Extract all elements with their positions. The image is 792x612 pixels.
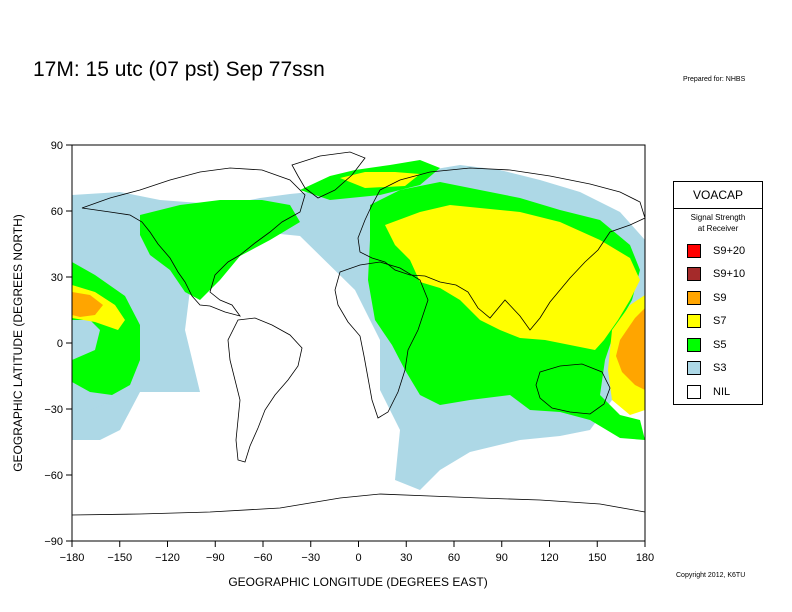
map-title: 17M: 15 utc (07 pst) Sep 77ssn — [33, 58, 325, 81]
europe-asia-outline — [357, 167, 646, 331]
x-tick-label: 30 — [400, 552, 412, 564]
africa-outline — [334, 261, 429, 419]
legend-item: S9+10 — [674, 263, 762, 287]
legend-swatch — [687, 384, 701, 399]
south-america-outline — [227, 317, 303, 463]
y-tick-label: 0 — [57, 338, 63, 350]
legend-item: NIL — [674, 380, 762, 404]
y-axis-ticks: 90 60 30 0 −30 −60 −90 — [44, 140, 72, 548]
antarctica-outline — [71, 493, 646, 516]
legend-label: S9 — [713, 291, 727, 304]
coverage-s7-arctic — [340, 172, 420, 188]
legend-item: S5 — [674, 333, 762, 357]
coverage-s7-asia — [385, 205, 640, 350]
x-tick-label: 120 — [540, 552, 558, 564]
legend-items: S9+20 S9+10 S9 S7 S5 S3 NIL — [674, 239, 762, 404]
x-tick-label: −120 — [155, 552, 180, 564]
x-tick-label: −180 — [60, 552, 85, 564]
coverage-s9-pacific-west — [72, 292, 103, 317]
y-tick-label: −90 — [44, 536, 63, 548]
x-tick-label: −150 — [107, 552, 132, 564]
y-tick-label: 60 — [51, 206, 63, 218]
legend-item: S3 — [674, 357, 762, 381]
y-axis-title: GEOGRAPHIC LATITUDE (DEGREES NORTH) — [11, 214, 25, 472]
x-tick-label: −30 — [301, 552, 320, 564]
land-outlines — [71, 151, 646, 516]
legend-label: S9+20 — [713, 244, 746, 257]
x-tick-label: −90 — [206, 552, 225, 564]
australia-outline — [535, 363, 611, 415]
greenland-outline — [291, 151, 366, 199]
legend-swatch — [687, 314, 701, 329]
legend-swatch — [687, 361, 701, 376]
y-tick-label: 90 — [51, 140, 63, 152]
coverage-layer — [72, 160, 645, 490]
legend-item: S9+20 — [674, 239, 762, 263]
y-tick-label: −30 — [44, 404, 63, 416]
y-tick-label: −60 — [44, 470, 63, 482]
legend-swatch — [687, 290, 701, 305]
legend-title: VOACAP — [674, 182, 762, 209]
legend-label: NIL — [713, 385, 731, 398]
x-tick-label: 0 — [355, 552, 361, 564]
prepared-for-note: Prepared for: NHBS — [683, 76, 746, 83]
legend-box: VOACAP Signal Strength at Receiver S9+20… — [673, 181, 763, 405]
legend-swatch — [687, 267, 701, 282]
x-tick-label: 150 — [588, 552, 606, 564]
y-tick-label: 30 — [51, 272, 63, 284]
x-tick-label: 60 — [448, 552, 460, 564]
legend-item: S7 — [674, 310, 762, 334]
coverage-s9-pacific-east — [616, 308, 645, 390]
x-tick-label: 180 — [636, 552, 654, 564]
legend-label: S9+10 — [713, 268, 746, 281]
legend-label: S3 — [713, 362, 727, 375]
legend-label: S7 — [713, 315, 727, 328]
legend-swatch — [687, 243, 701, 258]
legend-subtitle: Signal Strength at Receiver — [690, 213, 746, 233]
north-america-outline — [81, 167, 306, 317]
x-tick-label: 90 — [496, 552, 508, 564]
x-axis-ticks: −180 −150 −120 −90 −60 −30 0 30 60 90 120 150 180 — [60, 541, 654, 564]
copyright-note: Copyright 2012, K6TU — [676, 572, 746, 579]
legend-swatch — [687, 337, 701, 352]
x-axis-title: GEOGRAPHIC LONGITUDE (DEGREES EAST) — [228, 575, 487, 589]
legend-label: S5 — [713, 338, 727, 351]
legend-item: S9 — [674, 286, 762, 310]
x-tick-label: −60 — [254, 552, 273, 564]
